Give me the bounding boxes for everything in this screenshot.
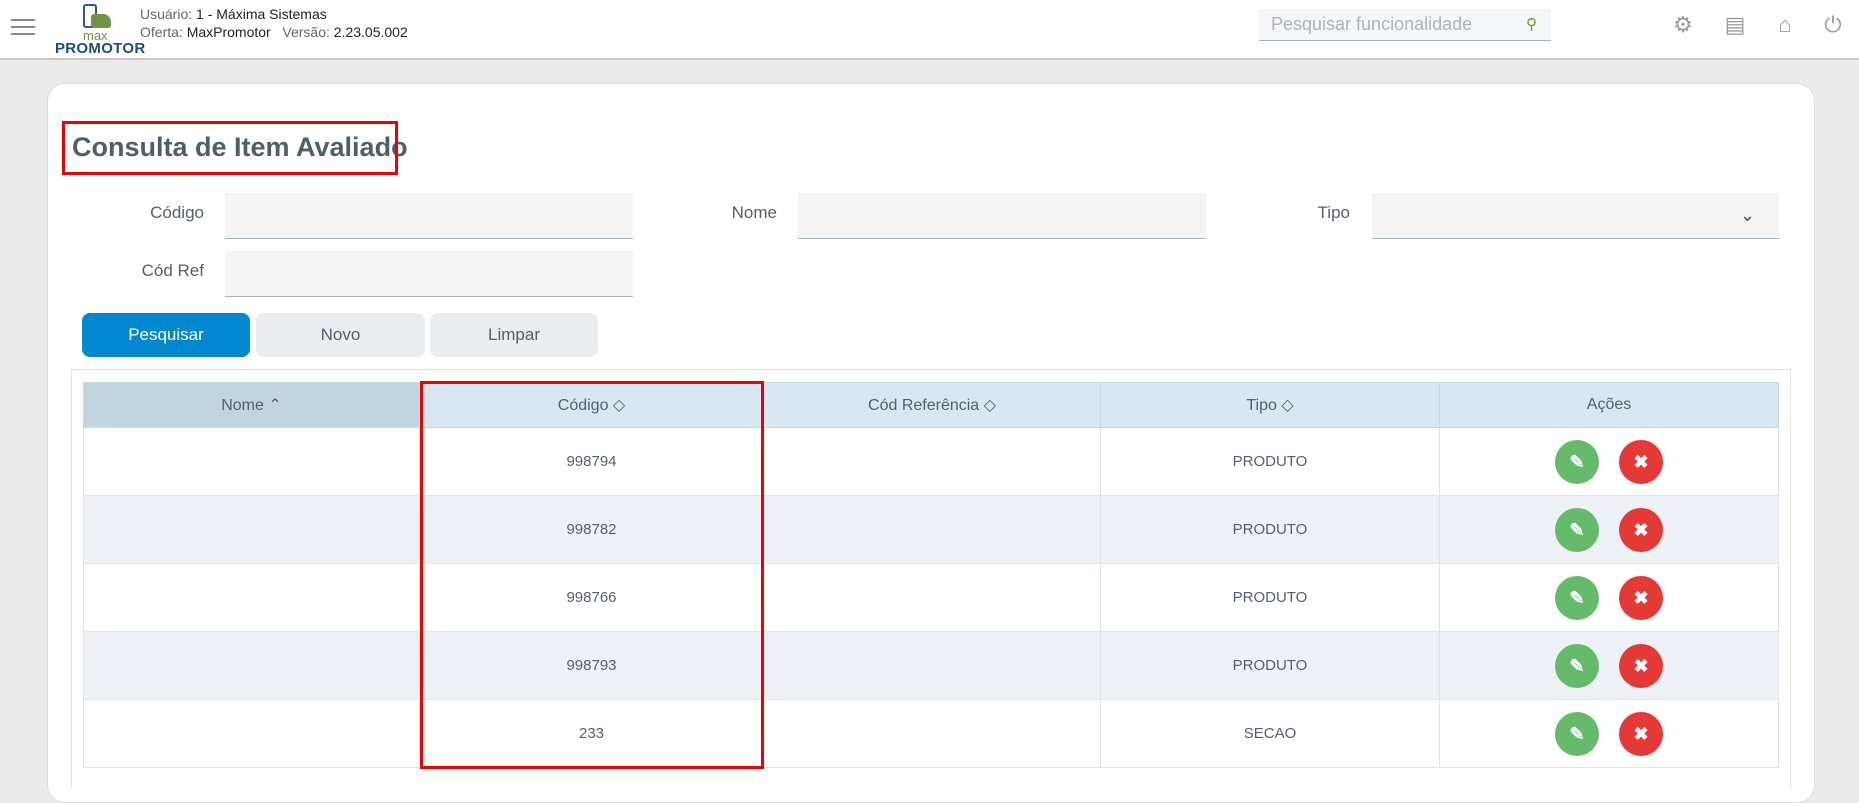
version-label: Versão: (282, 24, 330, 40)
cell-codref (763, 427, 1101, 496)
delete-button[interactable]: ✖ (1619, 711, 1663, 756)
cell-codref (763, 699, 1101, 768)
cell-tipo: SECAO (1100, 699, 1440, 768)
hamburger-menu-icon[interactable] (11, 19, 35, 35)
table-row: 998794 PRODUTO ✎ ✖ (83, 427, 1779, 496)
version-value: 2.23.05.002 (333, 24, 408, 40)
codigo-input[interactable] (225, 193, 633, 239)
offer-value: MaxPromotor (186, 24, 271, 40)
codref-label: Cód Ref (141, 261, 204, 280)
new-button[interactable]: Novo (256, 313, 425, 357)
column-header-tipo[interactable]: Tipo ◇ (1100, 382, 1440, 428)
edit-icon: ✎ (1569, 587, 1585, 608)
cell-codref (763, 563, 1101, 632)
cell-tipo: PRODUTO (1100, 631, 1440, 700)
column-header-codref[interactable]: Cód Referência ◇ (763, 382, 1101, 428)
column-label: Nome (221, 397, 264, 414)
cell-codref (763, 495, 1101, 564)
edit-button[interactable]: ✎ (1555, 507, 1599, 552)
edit-icon: ✎ (1569, 655, 1585, 676)
user-value: 1 - Máxima Sistemas (196, 6, 327, 22)
column-label: Código (557, 397, 609, 414)
cell-tipo: PRODUTO (1100, 427, 1440, 496)
close-icon: ✖ (1633, 587, 1649, 608)
top-bar: max PROMOTOR Usuário: 1 - Máxima Sistema… (0, 0, 1859, 60)
cell-codigo: 233 (419, 699, 764, 768)
cell-acoes: ✎ ✖ (1439, 699, 1779, 768)
user-info: Usuário: 1 - Máxima Sistemas Oferta: Max… (140, 5, 408, 41)
column-label: Tipo (1246, 397, 1277, 414)
edit-icon: ✎ (1569, 451, 1585, 472)
delete-button[interactable]: ✖ (1619, 507, 1663, 552)
table-row: 998782 PRODUTO ✎ ✖ (83, 495, 1779, 564)
cell-codigo: 998766 (419, 563, 764, 632)
offer-label: Oferta: (140, 24, 183, 40)
table-container (71, 369, 1791, 789)
feature-search-input[interactable] (1259, 9, 1509, 40)
cell-tipo: PRODUTO (1100, 563, 1440, 632)
search-button[interactable]: Pesquisar (82, 313, 250, 357)
power-icon[interactable]: ⏻ (1824, 12, 1842, 37)
settings-gears-icon[interactable]: ⚙ (1673, 12, 1693, 37)
cell-acoes: ✎ ✖ (1439, 495, 1779, 564)
maxpromotor-logo: max PROMOTOR (55, 2, 145, 58)
hand-icon (91, 14, 111, 28)
sort-icon: ◇ (612, 397, 626, 414)
feature-search: ⚲ (1259, 9, 1551, 41)
cell-codigo: 998794 (419, 427, 764, 496)
results-table: Nome ⌃ Código ◇ Cód Referência ◇ Tipo ◇ … (83, 382, 1779, 768)
cell-codigo: 998793 (419, 631, 764, 700)
cell-tipo: PRODUTO (1100, 495, 1440, 564)
edit-button[interactable]: ✎ (1555, 711, 1599, 756)
sort-asc-icon: ⌃ (268, 397, 282, 414)
close-icon: ✖ (1633, 451, 1649, 472)
cell-codref (763, 631, 1101, 700)
cell-acoes: ✎ ✖ (1439, 427, 1779, 496)
codigo-label: Código (150, 203, 204, 222)
table-row: 998793 PRODUTO ✎ ✖ (83, 631, 1779, 700)
delete-button[interactable]: ✖ (1619, 643, 1663, 688)
nome-label: Nome (731, 203, 777, 222)
cell-nome (83, 563, 420, 632)
cell-acoes: ✎ ✖ (1439, 631, 1779, 700)
edit-button[interactable]: ✎ (1555, 439, 1599, 484)
user-label: Usuário: (140, 6, 193, 22)
cell-codigo: 998782 (419, 495, 764, 564)
sort-icon: ◇ (1281, 397, 1294, 414)
column-label: Cód Referência (868, 397, 980, 414)
page-title: Consulta de Item Avaliado (72, 132, 408, 162)
edit-button[interactable]: ✎ (1555, 575, 1599, 620)
cell-nome (83, 631, 420, 700)
column-header-acoes: Ações (1439, 382, 1779, 428)
home-icon[interactable]: ⌂ (1778, 12, 1792, 37)
document-icon[interactable]: ▤ (1724, 12, 1746, 37)
close-icon: ✖ (1633, 723, 1649, 744)
search-icon[interactable]: ⚲ (1526, 16, 1537, 33)
edit-icon: ✎ (1569, 723, 1585, 744)
edit-icon: ✎ (1569, 519, 1585, 540)
delete-button[interactable]: ✖ (1619, 575, 1663, 620)
delete-button[interactable]: ✖ (1619, 439, 1663, 484)
close-icon: ✖ (1633, 655, 1649, 676)
cell-nome (83, 427, 420, 496)
cell-acoes: ✎ ✖ (1439, 563, 1779, 632)
column-header-codigo[interactable]: Código ◇ (419, 382, 764, 428)
close-icon: ✖ (1633, 519, 1649, 540)
logo-text-max: max (83, 28, 108, 43)
logo-text-promotor: PROMOTOR (55, 40, 146, 57)
clear-button[interactable]: Limpar (430, 313, 598, 357)
tipo-select[interactable] (1372, 193, 1779, 239)
chevron-down-icon[interactable]: ⌄ (1740, 205, 1756, 225)
sort-icon: ◇ (983, 397, 996, 414)
table-row: 233 SECAO ✎ ✖ (83, 699, 1779, 768)
cell-nome (83, 699, 420, 768)
column-header-nome[interactable]: Nome ⌃ (83, 382, 420, 428)
table-row: 998766 PRODUTO ✎ ✖ (83, 563, 1779, 632)
nome-input[interactable] (798, 193, 1206, 239)
edit-button[interactable]: ✎ (1555, 643, 1599, 688)
cell-nome (83, 495, 420, 564)
column-label: Ações (1586, 396, 1632, 413)
codref-input[interactable] (225, 251, 633, 297)
tipo-label: Tipo (1317, 203, 1350, 222)
